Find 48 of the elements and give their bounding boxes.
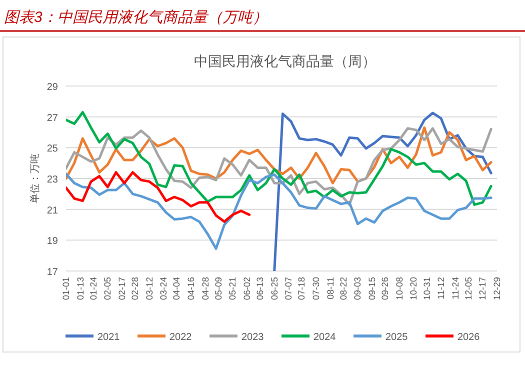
y-tick-label: 29 [46,82,58,93]
x-tick-label: 07-30 [311,277,322,300]
x-tick-label: 10-08 [394,277,404,300]
x-tick-label: 02-05 [102,277,113,300]
x-tick-label: 12-17 [478,277,488,300]
legend-label: 2025 [386,332,408,343]
y-tick-label: 17 [46,267,58,278]
x-tick-label: 05-09 [213,277,224,300]
title: 图表3：中国民用液化气商品量（万吨） [4,9,268,26]
x-tick-label: 08-11 [325,277,336,300]
x-tick-label: 09-03 [352,277,363,300]
x-tick-label: 12-29 [492,277,502,300]
x-tick-label: 01-13 [75,277,86,300]
x-tick-label: 12-05 [463,277,474,300]
x-tick-label: 07-18 [296,277,307,300]
x-tick-label: 01-01 [61,277,71,300]
x-tick-label: 06-25 [269,277,280,300]
y-tick-label: 27 [46,112,58,124]
y-tick-label: 19 [46,236,58,248]
legend-label: 2026 [458,332,480,343]
x-tick-label: 09-15 [366,277,377,300]
y-tick-label: 21 [46,205,58,216]
x-tick-label: 07-07 [284,277,294,300]
legend-label: 2022 [170,332,192,343]
x-tick-label: 09-26 [380,277,390,300]
x-tick-label: 02-17 [116,277,127,300]
ylabel: 单位：万吨 [30,154,41,204]
subtitle: 中国民用液化气商品量（周） [194,53,376,69]
x-tick-label: 04-04 [172,277,182,300]
x-tick-label: 03-12 [144,277,154,300]
legend-label: 2024 [314,332,336,343]
x-tick-label: 10-20 [408,277,419,300]
x-tick-label: 05-21 [228,277,238,300]
x-tick-label: 03-24 [158,277,169,300]
x-tick-label: 02-28 [130,277,140,300]
legend-label: 2021 [98,332,120,343]
x-tick-label: 11-24 [450,277,460,300]
x-tick-label: 10-31 [422,277,432,300]
x-tick-label: 08-22 [338,277,348,300]
x-tick-label: 06-13 [255,277,266,300]
x-tick-label: 04-28 [200,277,210,300]
y-tick-label: 25 [46,144,58,155]
legend-label: 2023 [242,332,264,343]
y-tick-label: 23 [46,174,58,186]
x-tick-label: 04-16 [186,277,196,300]
x-tick-label: 11-12 [436,277,446,300]
x-tick-label: 01-24 [88,277,98,300]
x-tick-label: 06-02 [242,277,252,300]
